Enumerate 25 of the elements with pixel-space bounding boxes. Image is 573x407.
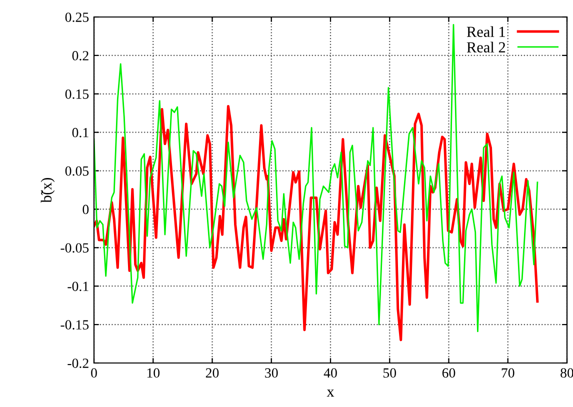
line-series <box>94 24 538 332</box>
y-tick-label: 0.2 <box>72 51 88 60</box>
line-series <box>94 104 539 342</box>
x-tick-label: 20 <box>206 368 219 378</box>
y-tick-label: 0 <box>82 204 89 214</box>
x-tick-label: 0 <box>91 368 97 378</box>
y-axis-title: b̃(x) <box>40 178 55 203</box>
x-tick-label: 30 <box>265 368 278 378</box>
x-tick-label: 70 <box>502 368 514 378</box>
legend-label: Real 2 <box>466 42 506 52</box>
x-axis-title: x <box>326 390 334 397</box>
y-tick-label: -0.15 <box>60 320 89 330</box>
y-tick-label: -0.1 <box>68 282 88 292</box>
y-tick-label: 0.25 <box>65 12 89 22</box>
y-tick-label: -0.05 <box>60 243 89 253</box>
x-tick-label: 60 <box>442 368 456 378</box>
x-tick-label: 80 <box>560 368 573 378</box>
x-tick-label: 50 <box>383 368 396 378</box>
y-tick-label: 0.05 <box>65 166 89 176</box>
y-tick-label: 0.15 <box>65 89 89 99</box>
x-tick-label: 40 <box>324 368 337 378</box>
y-tick-label: 0.1 <box>72 128 88 138</box>
x-tick-label: 10 <box>147 368 160 378</box>
legend-label: Real 1 <box>466 26 505 38</box>
y-tick-label: -0.2 <box>68 358 88 368</box>
